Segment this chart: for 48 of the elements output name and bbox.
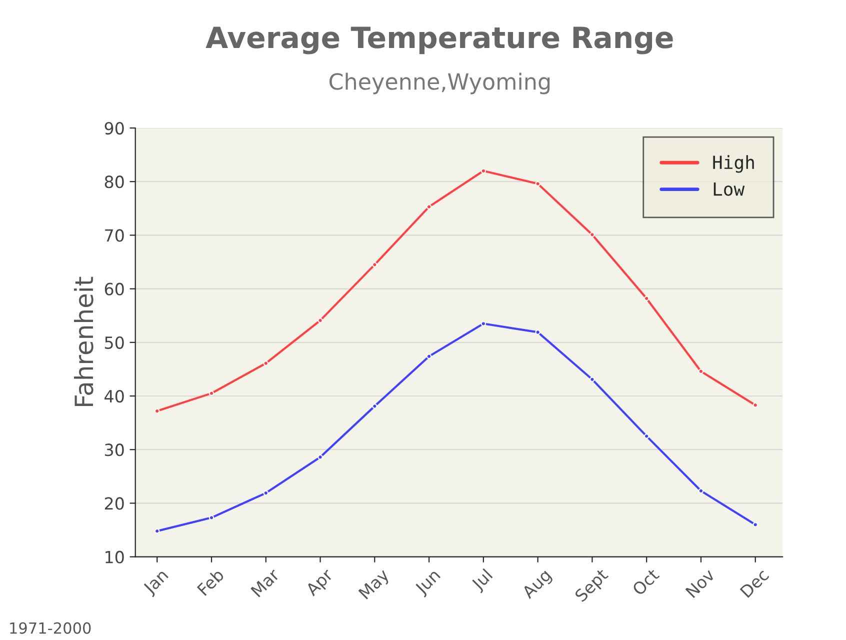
y-tick-label: 10: [106, 550, 124, 564]
point: [318, 318, 323, 324]
x-tick-label: Nov: [685, 568, 716, 598]
y-tick-label: 30: [105, 444, 124, 456]
y-tick-label: 20: [104, 497, 124, 510]
y-tick-label: 80: [104, 176, 124, 188]
legend-label: Low: [714, 182, 745, 196]
point: [644, 434, 650, 439]
point: [698, 488, 704, 494]
x-tick-label: Jun: [414, 568, 443, 598]
legend-label: High: [713, 155, 754, 173]
point: [263, 490, 268, 496]
x-tick-label: Oct: [632, 568, 660, 596]
x-tick-label: Dec: [740, 568, 770, 598]
y-tick-label: 40: [104, 390, 124, 403]
x-tick-label: Jan: [142, 568, 171, 598]
point: [752, 522, 758, 528]
point: [372, 262, 378, 268]
point: [480, 168, 486, 174]
x-tick-label: Apr: [304, 568, 336, 599]
chart-subtitle: Cheyenne,Wyoming: [329, 72, 550, 94]
point: [208, 390, 214, 396]
point: [154, 528, 160, 534]
point: [318, 454, 323, 460]
x-tick-label: Feb: [196, 568, 225, 596]
chart-title: Average Temperature Range: [206, 26, 673, 54]
point: [752, 402, 758, 408]
y-tick-label: 60: [104, 282, 124, 296]
y-axis-title: Fahrenheit: [74, 276, 94, 406]
point: [263, 360, 268, 366]
point: [426, 204, 432, 210]
point: [426, 354, 432, 359]
text: 1971-2000: [10, 622, 91, 634]
point: [480, 321, 486, 326]
point: [590, 376, 595, 382]
y-tick-label: 70: [105, 229, 124, 242]
point: [372, 404, 378, 409]
x-tick-label: Jul: [470, 568, 496, 594]
point: [154, 408, 160, 414]
x-tick-label: Mar: [250, 568, 280, 598]
point: [644, 296, 650, 302]
y-tick-label: 50: [105, 336, 124, 349]
point: [535, 330, 540, 335]
point: [208, 515, 214, 520]
point: [535, 181, 540, 186]
point: [590, 232, 595, 238]
y-tick-label: 90: [104, 122, 124, 135]
point: [698, 368, 704, 374]
